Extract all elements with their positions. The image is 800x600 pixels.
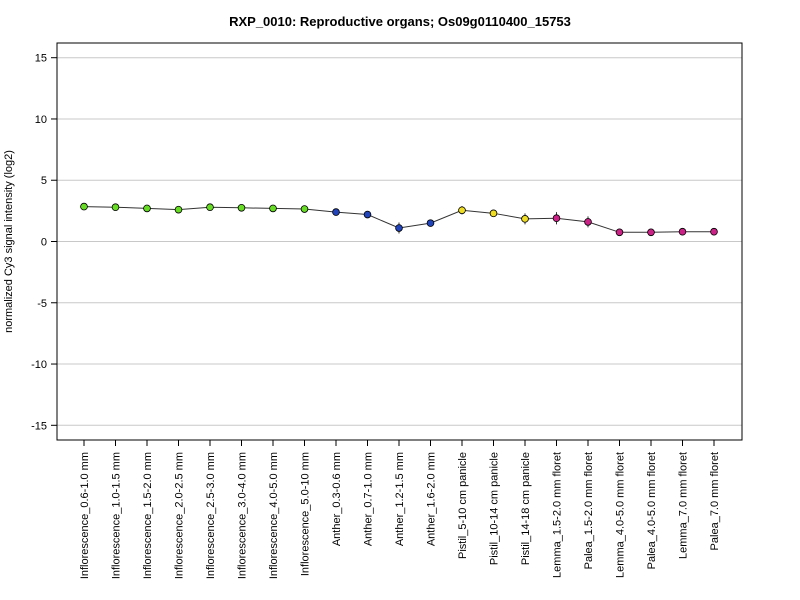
x-tick-label: Inflorescence_0.6-1.0 mm [79,452,91,579]
y-tick-label: -5 [37,298,47,310]
y-axis-label: normalized Cy3 signal intensity (log2) [3,150,15,333]
chart-title: RXP_0010: Reproductive organs; Os09g0110… [229,14,571,29]
data-point [269,204,277,213]
data-point [552,214,561,223]
data-point [647,228,655,237]
x-tick-label: Anther_1.6-2.0 mm [426,452,438,546]
data-point [489,209,498,218]
data-point [237,204,246,212]
x-tick-label: Anther_1.2-1.5 mm [394,452,406,546]
data-point [80,202,88,211]
data-point [143,204,151,213]
y-tick-label: 15 [35,53,47,65]
x-tick-label: Inflorescence_3.0-4.0 mm [237,452,249,579]
x-tick-label: Pistil_10-14 cm panicle [489,452,501,565]
data-point [363,210,372,219]
y-tick-label: -10 [31,359,47,371]
x-tick-label: Anther_0.7-1.0 mm [363,452,375,546]
data-point [426,219,435,227]
x-tick-label: Anther_0.3-0.6 mm [331,452,343,546]
grid-lines [57,57,742,426]
y-tick-label: 0 [41,237,47,249]
data-point [584,218,592,226]
x-axis: Inflorescence_0.6-1.0 mm Inflorescence_1.… [79,440,721,579]
x-tick-label: Inflorescence_4.0-5.0 mm [268,452,280,579]
x-tick-label: Inflorescence_1.0-1.5 mm [111,452,123,579]
data-point [111,203,120,211]
x-tick-label: Palea_1.5-2.0 mm floret [583,452,595,569]
data-point [521,215,529,223]
data-point [174,205,183,214]
x-tick-label: Lemma_1.5-2.0 mm floret [552,452,564,578]
data-points [80,202,718,237]
x-tick-label: Lemma_7.0 mm floret [678,452,690,559]
data-point [678,227,687,236]
x-tick-label: Inflorescence_5.0-10 mm [300,452,312,576]
data-point [458,206,466,215]
x-tick-label: Pistil_5-10 cm panicle [457,452,469,559]
data-point [710,227,718,236]
x-tick-label: Inflorescence_1.5-2.0 mm [142,452,154,579]
y-tick-label: 10 [35,114,47,126]
data-point [300,205,309,213]
y-tick-label: -15 [31,420,47,432]
x-tick-label: Inflorescence_2.0-2.5 mm [174,452,186,579]
x-tick-label: Palea_7.0 mm floret [709,452,721,550]
x-tick-label: Lemma_4.0-5.0 mm floret [615,452,627,578]
data-point [615,228,624,237]
data-point [332,208,340,216]
y-axis: -15 -10 -5 0 5 10 15 [31,53,57,432]
x-tick-label: Inflorescence_2.5-3.0 mm [205,452,217,579]
data-point [206,203,214,211]
x-tick-label: Pistil_14-18 cm panicle [520,452,532,565]
y-tick-label: 5 [41,175,47,187]
x-tick-label: Palea_4.0-5.0 mm floret [646,452,658,569]
plot-frame [56,42,743,441]
data-point [395,224,403,232]
